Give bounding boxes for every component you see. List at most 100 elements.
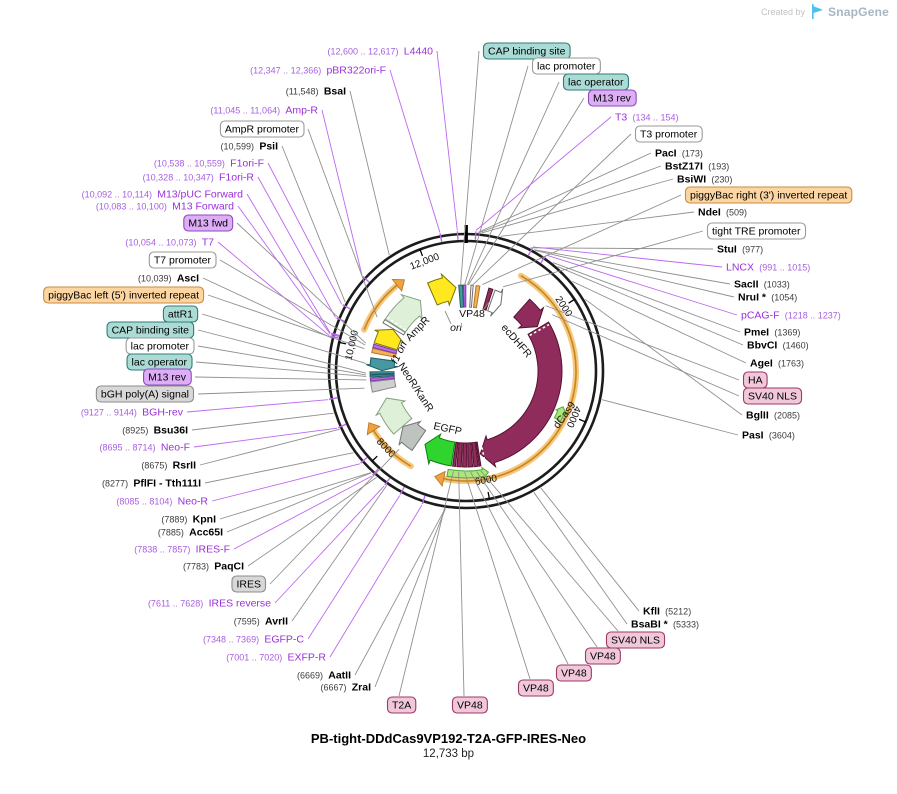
enzyme-text: NruI * (1054) [738, 292, 797, 304]
enzyme-text: (7885) Acc65I [158, 527, 223, 539]
enzyme-text: (7783) PaqCI [183, 561, 244, 573]
primer-text: LNCX (991 .. 1015) [726, 262, 810, 274]
enzyme-label[interactable]: NruI * (1054) [535, 250, 797, 303]
callout-line [322, 110, 362, 276]
callout-line [546, 255, 737, 315]
enzyme-label[interactable]: (6667) ZraI [320, 508, 445, 693]
feature-box-text: M13 rev [148, 372, 187, 384]
egfp-feature[interactable] [425, 434, 455, 466]
enzyme-text: BglII (2085) [746, 410, 800, 422]
callout-line [476, 117, 611, 230]
callout-line [247, 194, 330, 333]
callout-line [292, 485, 387, 621]
feature-box-text: piggyBac right (3') inverted repeat [690, 190, 847, 202]
callout-line [275, 486, 384, 603]
callout-line [390, 70, 440, 232]
feature-box-label[interactable]: IRES [232, 449, 399, 592]
plasmid-length: 12,733 bp [0, 747, 897, 761]
cap-binding-left-feature[interactable] [370, 372, 394, 375]
enzyme-text: PasI (3604) [742, 430, 795, 442]
callout-line [237, 223, 366, 343]
enzyme-text: KflI (5212) [643, 606, 691, 618]
callout-line [461, 51, 479, 285]
enzyme-text: (8277) PflFI - Tth111I [102, 478, 201, 490]
cap-binding-bar-feature[interactable] [459, 285, 464, 307]
callout-line [234, 476, 372, 549]
callout-line [399, 471, 453, 696]
snapgene-watermark: Created by SnapGene [761, 4, 889, 19]
feature-box-label[interactable]: VP48 [471, 472, 592, 681]
primer-text: (7348 .. 7369) EGFP-C [203, 634, 304, 646]
primer-text: (10,328 .. 10,347) F1ori-R [143, 172, 255, 184]
enzyme-text: (7889) KpnI [161, 514, 216, 526]
feature-inner-label[interactable]: EGFP [432, 420, 462, 438]
callout-line [467, 82, 559, 285]
feature-box-text: HA [748, 375, 763, 387]
feature-box-text: lac promoter [537, 61, 596, 73]
callout-line [477, 471, 597, 647]
callout-line [437, 51, 457, 230]
enzyme-text: NdeI (509) [698, 207, 747, 219]
primer-site-tick [475, 231, 476, 239]
feature-box-label[interactable]: piggyBac left (5') inverted repeat [44, 287, 365, 349]
feature-box-text: SV40 NLS [748, 391, 797, 403]
enzyme-text: SacII (1033) [734, 279, 790, 291]
enzyme-text: (8925) Bsu36I [122, 425, 188, 437]
feature-box-text: M13 rev [593, 93, 632, 105]
primer-text: (12,347 .. 12,366) pBR322ori-F [250, 65, 386, 77]
primer-label[interactable]: LNCX (991 .. 1015) [533, 247, 810, 274]
enzyme-text: (6667) ZraI [320, 682, 371, 694]
feature-box-text: SV40 NLS [611, 635, 660, 647]
feature-box-text: T3 promoter [640, 129, 698, 141]
lac-m13rev-bar-feature[interactable] [463, 285, 465, 307]
primer-text: T3 (134 .. 154) [615, 112, 679, 124]
feature-box-label[interactable]: M13 rev [468, 90, 636, 285]
feature-box-text: M13 fwd [188, 218, 228, 230]
callout-line [602, 400, 738, 435]
feature-box-text: VP48 [457, 700, 483, 712]
primer-text: (11,045 .. 11,064) Amp-R [210, 105, 318, 117]
feature-box-text: CAP binding site [488, 46, 566, 58]
callout-line [192, 413, 334, 430]
feature-box-text: CAP binding site [112, 325, 190, 337]
callout-line [330, 505, 422, 657]
enzyme-text: PmeI (1369) [744, 327, 800, 339]
scale-tick-label: 12,000 [409, 251, 442, 272]
vp48-3-feature[interactable] [463, 443, 467, 467]
enzyme-text: PacI (173) [655, 148, 703, 160]
t3-promoter-bar-feature[interactable] [470, 285, 474, 307]
primer-text: (8695 .. 8714) Neo-F [100, 442, 190, 454]
snapgene-flag-icon [810, 4, 823, 19]
enzyme-label[interactable]: StuI (977) [530, 244, 763, 256]
callout-line [196, 362, 366, 376]
primer-text: (10,054 .. 10,073) T7 [125, 237, 214, 249]
feature-box-text: VP48 [590, 651, 616, 663]
enzyme-text: BsaBI * (5333) [631, 619, 699, 631]
feature-inner-label[interactable]: ori [450, 322, 462, 334]
feature-box-text: T7 promoter [154, 255, 212, 267]
enzyme-text: AgeI (1763) [750, 358, 804, 370]
feature-box-text: bGH poly(A) signal [101, 389, 189, 401]
primer-text: (12,600 .. 12,617) L4440 [327, 46, 433, 58]
feature-inner-label[interactable]: VP48 [459, 308, 485, 320]
bgh-polya-signal-feature[interactable] [371, 379, 396, 392]
enzyme-text: (8675) RsrII [141, 460, 196, 472]
feature-box-label[interactable]: VP48 [477, 471, 621, 664]
callout-line [308, 129, 377, 317]
piggybac-right-ir-feature[interactable] [474, 286, 480, 308]
enzyme-text: (11,548) BsaI [286, 86, 346, 98]
callout-line [198, 346, 366, 375]
callout-line [194, 428, 337, 447]
feature-box-label[interactable]: M13 rev [144, 369, 367, 385]
ori-feature[interactable] [428, 274, 456, 305]
callout-line [270, 449, 399, 584]
feature-box-text: VP48 [561, 668, 587, 680]
primer-text: (7001 .. 7020) EXFP-R [226, 652, 326, 664]
primer-text: pCAG-F (1218 .. 1237) [741, 310, 841, 322]
callout-line [187, 400, 328, 412]
snapgene-brand-text: SnapGene [828, 5, 889, 19]
callout-line [482, 195, 681, 285]
ecdhfr-feature[interactable] [514, 299, 544, 328]
feature-box-label[interactable]: VP48 [465, 472, 554, 696]
enzyme-text: (7595) AvrII [234, 616, 288, 628]
